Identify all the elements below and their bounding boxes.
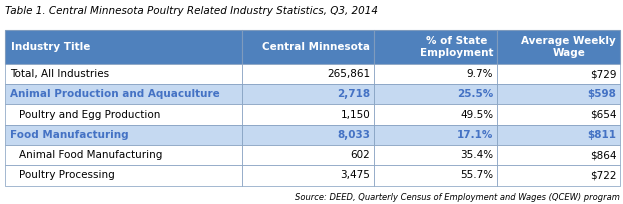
- Text: Animal Food Manufacturing: Animal Food Manufacturing: [19, 150, 162, 160]
- Text: $598: $598: [587, 89, 616, 99]
- Text: 17.1%: 17.1%: [457, 130, 493, 140]
- Text: Total, All Industries: Total, All Industries: [10, 69, 109, 79]
- Text: 55.7%: 55.7%: [460, 171, 493, 181]
- Text: 8,033: 8,033: [337, 130, 370, 140]
- Text: 2,718: 2,718: [337, 89, 370, 99]
- Text: Food Manufacturing: Food Manufacturing: [10, 130, 128, 140]
- Text: $811: $811: [587, 130, 616, 140]
- Text: 25.5%: 25.5%: [457, 89, 493, 99]
- Text: Central Minnesota: Central Minnesota: [262, 42, 370, 52]
- Text: 3,475: 3,475: [340, 171, 370, 181]
- Text: 1,150: 1,150: [340, 110, 370, 120]
- Text: $722: $722: [589, 171, 616, 181]
- Text: $654: $654: [589, 110, 616, 120]
- Text: % of State
Employment: % of State Employment: [420, 36, 493, 58]
- Text: Animal Production and Aquaculture: Animal Production and Aquaculture: [10, 89, 220, 99]
- Text: $729: $729: [589, 69, 616, 79]
- Text: Source: DEED, Quarterly Census of Employment and Wages (QCEW) program: Source: DEED, Quarterly Census of Employ…: [295, 193, 620, 202]
- Text: Industry Title: Industry Title: [11, 42, 90, 52]
- Text: 265,861: 265,861: [327, 69, 370, 79]
- Text: Poultry Processing: Poultry Processing: [19, 171, 115, 181]
- Text: 35.4%: 35.4%: [460, 150, 493, 160]
- Text: Table 1. Central Minnesota Poultry Related Industry Statistics, Q3, 2014: Table 1. Central Minnesota Poultry Relat…: [5, 6, 378, 16]
- Text: Poultry and Egg Production: Poultry and Egg Production: [19, 110, 160, 120]
- Text: 602: 602: [350, 150, 370, 160]
- Text: Average Weekly
Wage: Average Weekly Wage: [521, 36, 616, 58]
- Text: 49.5%: 49.5%: [460, 110, 493, 120]
- Text: $864: $864: [589, 150, 616, 160]
- Text: 9.7%: 9.7%: [467, 69, 493, 79]
